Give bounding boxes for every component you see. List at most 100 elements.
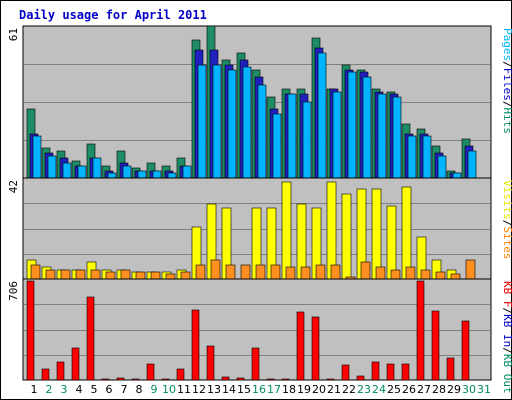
- legend-entry: Visits: [501, 180, 512, 220]
- bar-visits-day-25: [386, 205, 397, 280]
- bar-kb-f-day-27: [416, 280, 425, 381]
- bar-kb-f-day-2: [41, 368, 50, 381]
- bar-pages-day-30: [467, 150, 477, 179]
- bar-pages-day-12: [197, 64, 207, 179]
- panel-top-ymax-label: 61: [7, 28, 20, 41]
- bar-pages-day-20: [317, 52, 327, 179]
- bar-pages-day-21: [332, 91, 342, 179]
- bar-kb-f-day-18: [281, 378, 290, 381]
- bar-kb-f-day-5: [86, 296, 95, 381]
- bar-sites-day-6: [105, 271, 116, 280]
- x-tick-label: 11: [177, 383, 191, 396]
- bar-pages-day-6: [107, 172, 117, 179]
- x-tick-label: 10: [162, 383, 176, 396]
- bar-sites-day-26: [405, 266, 416, 280]
- bar-kb-f-day-13: [206, 345, 215, 381]
- legend-entry: Hits: [501, 108, 512, 135]
- bar-kb-f-day-25: [386, 363, 395, 381]
- bar-pages-day-27: [422, 135, 432, 179]
- bar-sites-day-23: [360, 261, 371, 280]
- bar-pages-day-7: [122, 165, 132, 179]
- bar-pages-day-28: [437, 155, 447, 179]
- bar-kb-f-day-15: [236, 377, 245, 381]
- x-tick-label: 19: [297, 383, 311, 396]
- bar-sites-day-14: [225, 264, 236, 280]
- bar-sites-day-3: [60, 269, 71, 280]
- bar-kb-f-day-7: [116, 377, 125, 381]
- bar-pages-day-17: [272, 113, 282, 179]
- bar-pages-day-10: [167, 172, 177, 179]
- x-tick-label: 22: [342, 383, 356, 396]
- bar-sites-day-1: [30, 264, 41, 280]
- legend-entry: /: [501, 308, 512, 315]
- bar-pages-day-13: [212, 64, 222, 179]
- bar-pages-day-8: [137, 170, 147, 179]
- bar-kb-f-day-6: [101, 378, 110, 381]
- x-tick-label: 13: [207, 383, 221, 396]
- x-tick-label: 12: [192, 383, 206, 396]
- bar-kb-f-day-8: [131, 378, 140, 381]
- bar-visits-day-22: [341, 193, 352, 280]
- x-tick-label: 30: [462, 383, 476, 396]
- bar-kb-f-day-10: [161, 378, 170, 381]
- bar-sites-day-4: [75, 269, 86, 280]
- bar-kb-f-day-21: [326, 378, 335, 381]
- bar-kb-f-day-20: [311, 316, 320, 381]
- chart-title: Daily usage for April 2011: [19, 8, 207, 22]
- panel-bottom-legend: KB F/KB In/KB Out: [501, 281, 512, 394]
- bar-kb-f-day-4: [71, 347, 80, 381]
- legend-entry: Files: [501, 68, 512, 101]
- bar-kb-f-day-1: [26, 280, 35, 381]
- bar-pages-day-14: [227, 69, 237, 179]
- x-tick-label: 26: [402, 383, 416, 396]
- panel-middle-legend: Visits/Sites: [501, 180, 512, 260]
- bar-kb-f-day-9: [146, 363, 155, 381]
- legend-entry: Pages: [501, 28, 512, 61]
- bar-sites-day-5: [90, 269, 101, 280]
- panel-bottom-ymax-label: 706: [7, 281, 20, 301]
- x-tick-label: 24: [372, 383, 386, 396]
- x-tick-label: 3: [61, 383, 68, 396]
- bar-sites-day-10: [165, 273, 176, 280]
- legend-entry: KB Out: [501, 354, 512, 394]
- bar-kb-f-day-23: [356, 375, 365, 381]
- bar-pages-day-1: [32, 135, 42, 179]
- bar-kb-f-day-22: [341, 364, 350, 381]
- bar-pages-day-18: [287, 93, 297, 179]
- bar-sites-day-11: [180, 271, 191, 280]
- x-tick-label: 15: [237, 383, 251, 396]
- x-tick-label: 14: [222, 383, 236, 396]
- legend-entry: Sites: [501, 226, 512, 259]
- x-tick-label: 1: [31, 383, 38, 396]
- bar-pages-day-11: [182, 165, 192, 179]
- x-tick-label: 7: [121, 383, 128, 396]
- bar-pages-day-24: [377, 93, 387, 179]
- x-tick-label: 27: [417, 383, 431, 396]
- bar-sites-day-17: [270, 264, 281, 280]
- bar-kb-f-day-19: [296, 311, 305, 381]
- bar-kb-f-day-24: [371, 361, 380, 381]
- x-tick-label: 17: [267, 383, 281, 396]
- bar-kb-f-day-28: [431, 310, 440, 381]
- bar-kb-f-day-30: [461, 320, 470, 381]
- x-tick-label: 28: [432, 383, 446, 396]
- legend-entry: /: [501, 101, 512, 108]
- legend-entry: KB In: [501, 314, 512, 347]
- bar-visits-day-21: [326, 181, 337, 280]
- panel-middle-ymax-label: 42: [7, 180, 20, 193]
- bar-sites-day-30: [465, 259, 476, 280]
- x-tick-label: 9: [151, 383, 158, 396]
- x-tick-label: 5: [91, 383, 98, 396]
- bar-sites-day-16: [255, 264, 266, 280]
- legend-entry: /: [501, 347, 512, 354]
- bar-sites-day-24: [375, 266, 386, 280]
- bar-visits-day-18: [281, 181, 292, 280]
- x-tick-label: 6: [106, 383, 113, 396]
- bar-kb-f-day-12: [191, 309, 200, 381]
- legend-entry: KB F: [501, 281, 512, 308]
- x-tick-label: 2: [46, 383, 53, 396]
- bar-sites-day-15: [240, 264, 251, 280]
- bar-kb-f-day-29: [446, 357, 455, 381]
- bar-kb-f-day-3: [56, 361, 65, 381]
- legend-entry: /: [501, 220, 512, 227]
